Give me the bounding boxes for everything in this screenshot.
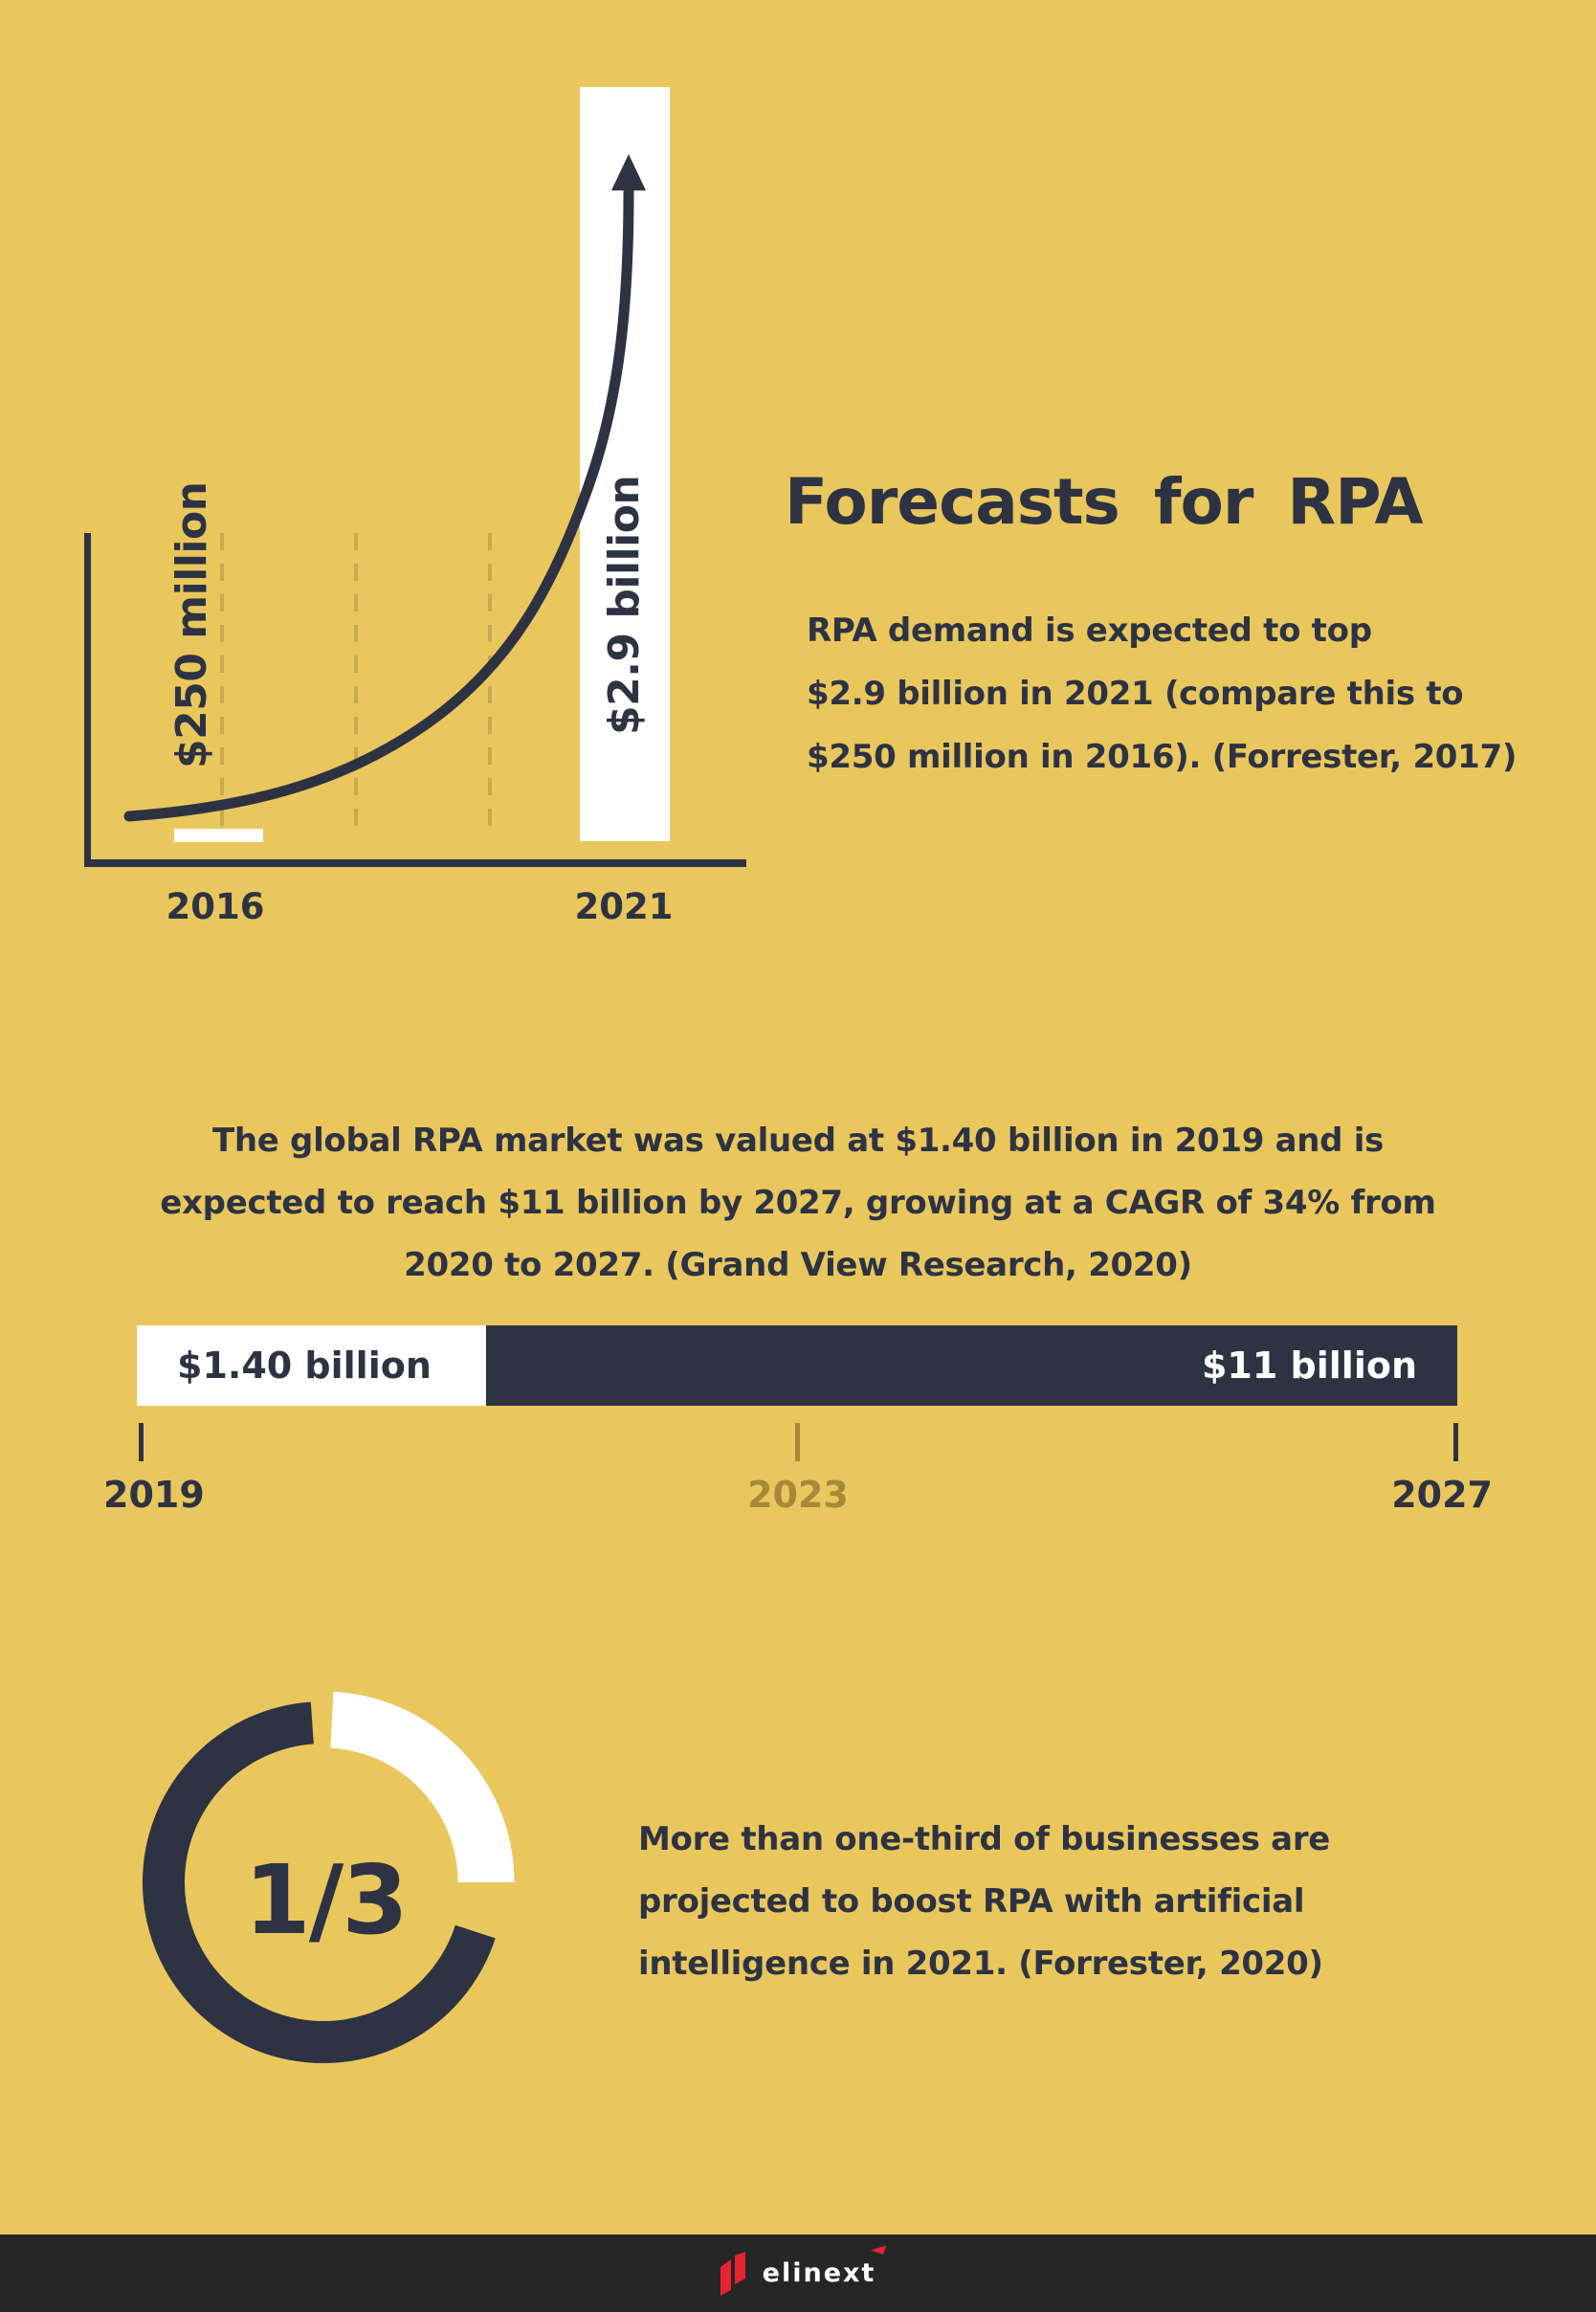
start-value-label: $250 million [167,481,216,768]
timeline-tick-2023 [795,1423,800,1461]
header-text-line: $250 million in 2016). (Forrester, 2017) [807,738,1518,776]
market-text-line: expected to reach $11 billion by 2027, g… [160,1184,1436,1222]
bar-segment-2027: $11 billion [486,1325,1457,1406]
market-paragraph: The global RPA market was valued at $1.4… [0,1110,1596,1297]
header-paragraph: RPA demand is expected to top $2.9 billi… [807,599,1517,789]
bar-end-value: $11 billion [1201,1345,1417,1387]
bar-start-value: $1.40 billion [177,1345,432,1387]
timeline-label-2027: 2027 [1391,1474,1493,1516]
x-tick-label-2016: 2016 [166,886,265,927]
timeline-tick-2019 [139,1423,144,1461]
ai-stat-text-line: intelligence in 2021. (Forrester, 2020) [638,1945,1323,1983]
dashed-gridline [354,533,358,835]
timeline-tick-2027 [1453,1423,1458,1461]
brand-wordmark: elinext [762,2258,876,2288]
market-text-line: The global RPA market was valued at $1.4… [211,1122,1385,1160]
timeline-label-2019: 2019 [103,1474,205,1516]
timeline-label-2023: 2023 [747,1474,849,1516]
header-text-line: $2.9 billion in 2021 (compare this to [807,675,1464,713]
header-text-line: RPA demand is expected to top [807,611,1372,650]
x-tick-label-2021: 2021 [574,886,674,927]
end-value-label: $2.9 billion [600,475,649,735]
elinext-logo-icon [720,2251,745,2296]
value-bar-2016 [174,829,263,842]
dashed-gridline [488,533,492,835]
ai-stat-text-line: projected to boost RPA with artificial [638,1882,1305,1921]
y-axis [84,533,91,867]
page-title: Forecasts for RPA [785,465,1424,539]
elinext-logo: elinext [720,2240,887,2296]
timeline-bar: $1.40 billion $11 billion [137,1325,1457,1406]
fraction-label: 1/3 [244,1844,409,1956]
ai-stat-text-line: More than one-third of businesses are [638,1820,1331,1858]
bar-segment-2019: $1.40 billion [137,1325,486,1406]
ai-stat-paragraph: More than one-third of businesses are pr… [638,1809,1330,1995]
t-accent-icon [871,2240,887,2255]
market-text-line: 2020 to 2027. (Grand View Research, 2020… [404,1246,1192,1284]
x-axis [84,859,746,867]
footer-bar: elinext [0,2234,1596,2312]
